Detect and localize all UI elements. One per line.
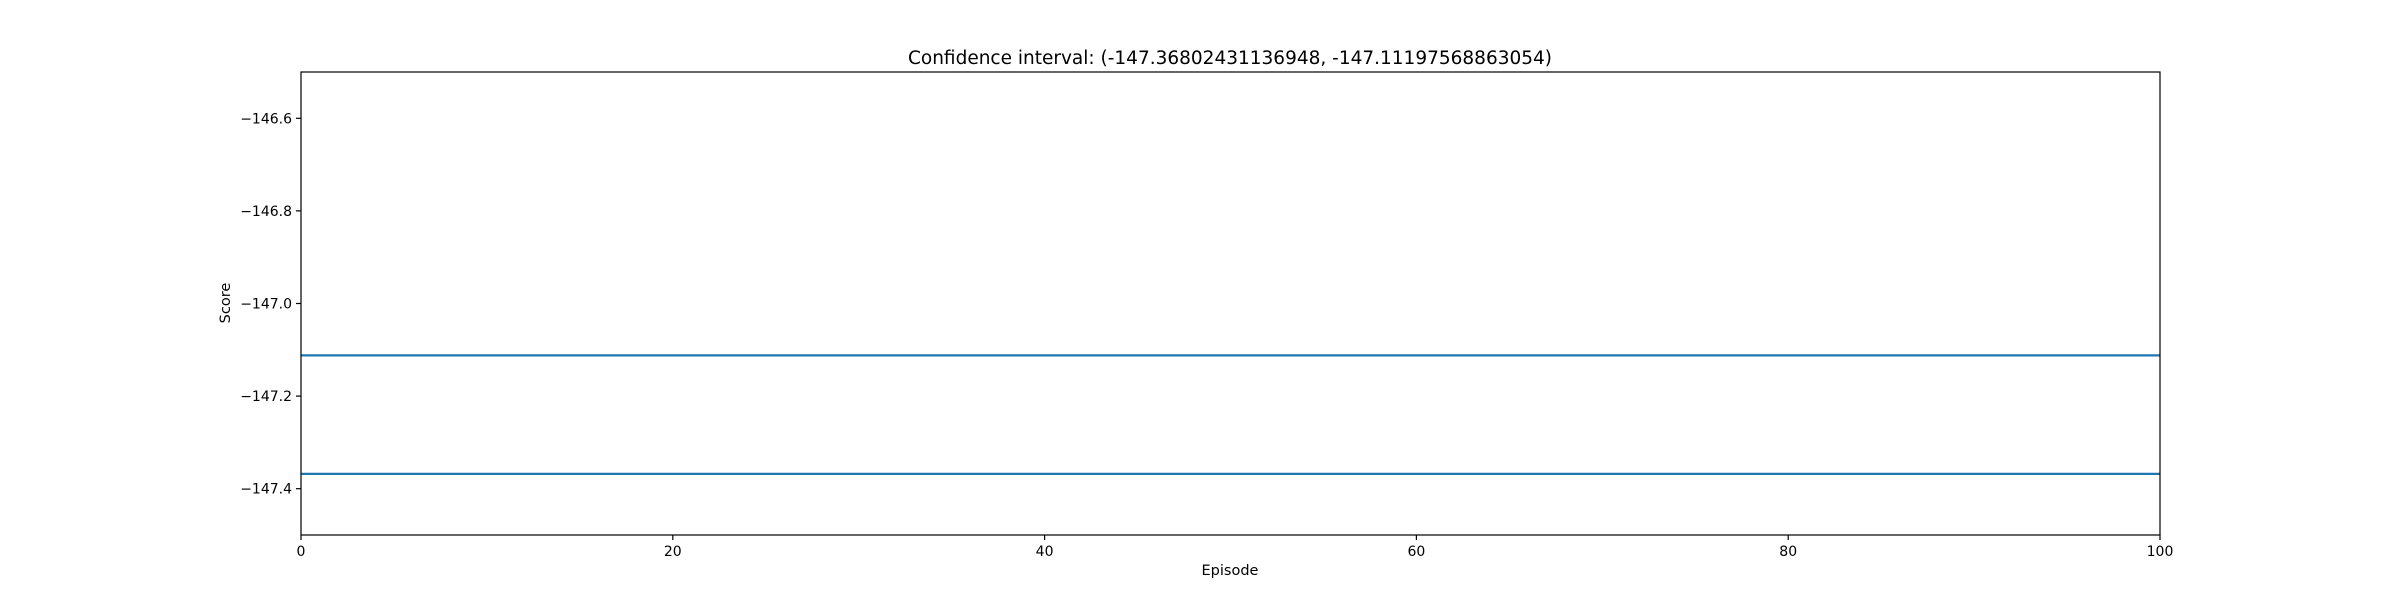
- x-tick-label: 0: [297, 544, 306, 560]
- x-tick-label: 100: [2147, 544, 2174, 560]
- x-tick-label: 80: [1779, 544, 1797, 560]
- y-tick-label: −147.2: [240, 389, 292, 405]
- x-tick-label: 20: [664, 544, 682, 560]
- y-axis-label: Score: [218, 283, 234, 324]
- chart-title: Confidence interval: (-147.3680243113694…: [908, 48, 1552, 69]
- x-tick-label: 60: [1407, 544, 1425, 560]
- y-tick-label: −146.8: [240, 204, 292, 220]
- plot-area: 0 20 40 60 80 100 −147.4 −147.2 −147.0 −146.8 −146…: [240, 71, 2174, 560]
- y-tick-label: −146.6: [240, 111, 292, 127]
- y-tick-label: −147.4: [240, 482, 292, 498]
- x-tick-label: 40: [1036, 544, 1054, 560]
- y-tick-label: −147.0: [240, 297, 292, 313]
- x-axis-label: Episode: [1202, 563, 1259, 579]
